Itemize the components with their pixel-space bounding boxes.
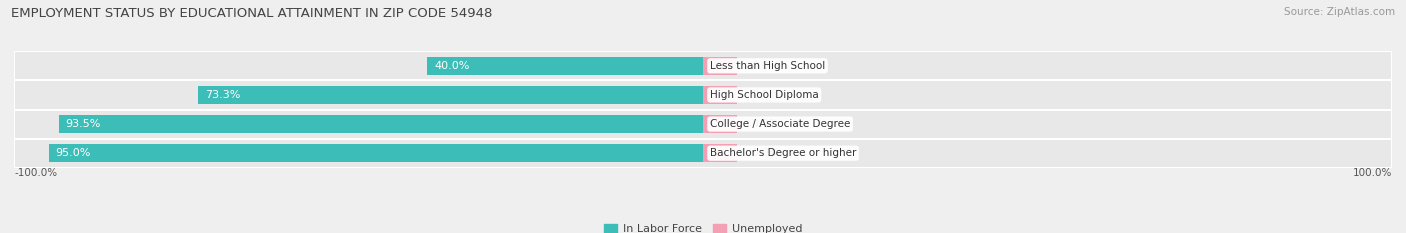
Legend: In Labor Force, Unemployed: In Labor Force, Unemployed: [603, 224, 803, 233]
Bar: [14, 139, 1392, 168]
Text: 73.3%: 73.3%: [205, 90, 240, 100]
Text: EMPLOYMENT STATUS BY EDUCATIONAL ATTAINMENT IN ZIP CODE 54948: EMPLOYMENT STATUS BY EDUCATIONAL ATTAINM…: [11, 7, 492, 20]
Text: 40.0%: 40.0%: [434, 61, 470, 71]
Bar: [14, 110, 1392, 139]
Text: College / Associate Degree: College / Associate Degree: [710, 119, 851, 129]
Text: 93.5%: 93.5%: [66, 119, 101, 129]
Bar: [703, 144, 738, 162]
Text: Source: ZipAtlas.com: Source: ZipAtlas.com: [1284, 7, 1395, 17]
Text: 0.0%: 0.0%: [751, 61, 779, 71]
Text: 95.0%: 95.0%: [55, 148, 91, 158]
Bar: [703, 86, 738, 104]
Bar: [703, 115, 738, 133]
Text: High School Diploma: High School Diploma: [710, 90, 818, 100]
Bar: [198, 86, 703, 104]
Text: Less than High School: Less than High School: [710, 61, 825, 71]
Text: 100.0%: 100.0%: [1353, 168, 1392, 178]
Text: -100.0%: -100.0%: [14, 168, 58, 178]
Text: 0.0%: 0.0%: [751, 148, 779, 158]
Text: 0.0%: 0.0%: [751, 119, 779, 129]
Text: Bachelor's Degree or higher: Bachelor's Degree or higher: [710, 148, 856, 158]
Text: 0.0%: 0.0%: [751, 90, 779, 100]
Bar: [427, 57, 703, 75]
Bar: [59, 115, 703, 133]
Bar: [703, 57, 738, 75]
Bar: [14, 51, 1392, 80]
Bar: [48, 144, 703, 162]
Bar: [14, 80, 1392, 110]
